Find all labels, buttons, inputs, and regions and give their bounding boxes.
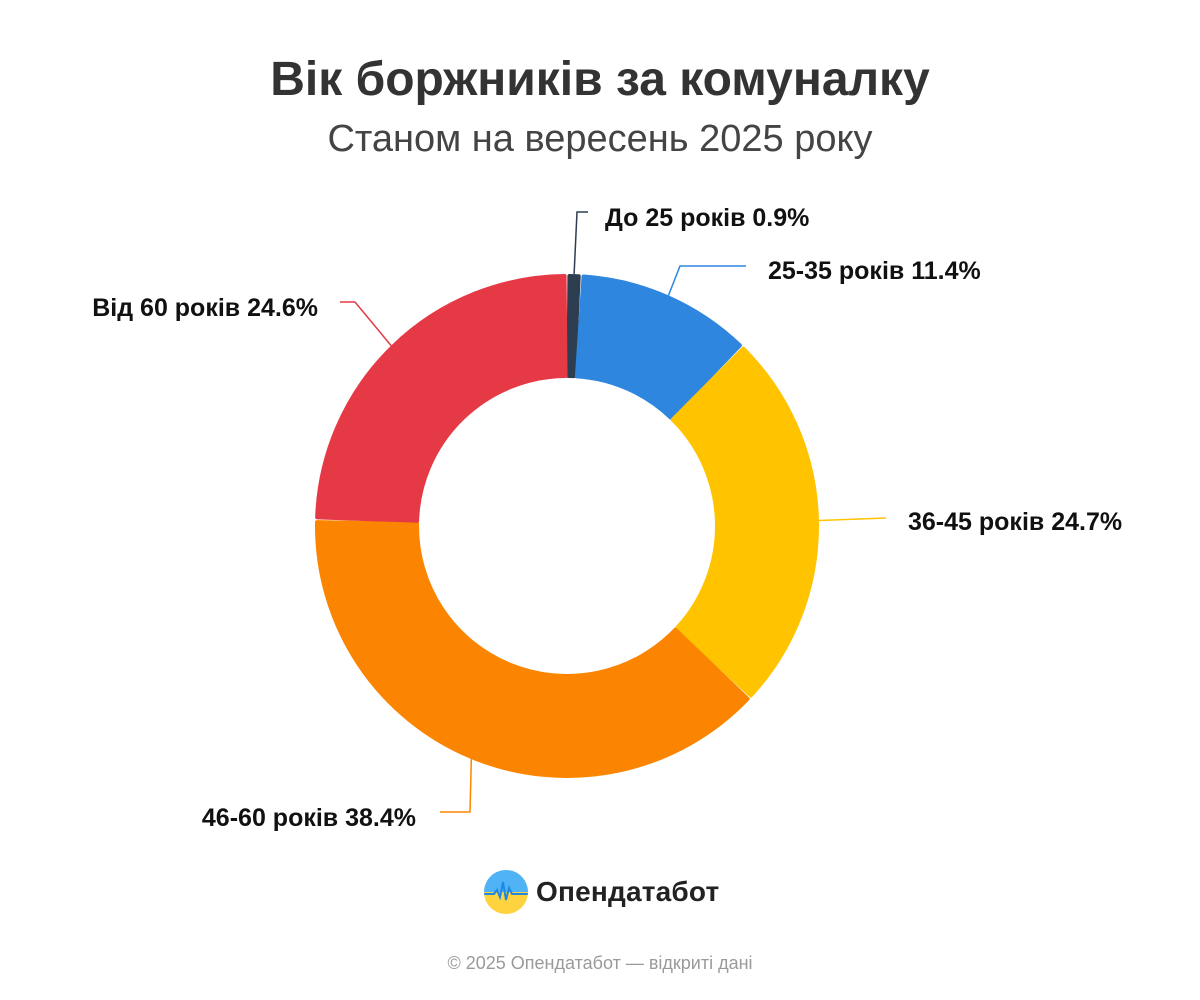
leader-lines	[340, 211, 887, 813]
slice-labels: До 25 років 0.9% 25-35 років 11.4% 36-45 р…	[92, 204, 1122, 832]
footer-copyright: © 2025 Опендатабот — відкриті дані	[447, 953, 753, 973]
leader-line-3	[818, 517, 887, 522]
donut-slice-1	[566, 274, 581, 379]
leader-line-4	[440, 759, 473, 813]
slice-label-2: 25-35 років 11.4%	[768, 257, 981, 285]
opendatabot-logo-icon	[484, 870, 528, 914]
slice-label-5: Від 60 років 24.6%	[92, 294, 318, 322]
leader-line-2	[667, 265, 746, 296]
donut-slice-4	[315, 520, 750, 778]
chart-title: Вік боржників за комуналку	[270, 53, 930, 106]
brand: Опендатабот	[484, 870, 719, 914]
slice-label-4: 46-60 років 38.4%	[202, 804, 416, 832]
donut-slices	[315, 274, 819, 778]
leader-line-5	[340, 301, 392, 347]
leader-line-1	[573, 211, 588, 275]
slice-label-1: До 25 років 0.9%	[605, 204, 809, 232]
chart-subtitle: Станом на вересень 2025 року	[327, 118, 873, 160]
donut-slice-5	[315, 274, 568, 523]
brand-name: Опендатабот	[536, 876, 720, 907]
slice-label-3: 36-45 років 24.7%	[908, 508, 1122, 536]
donut-slice-2	[574, 274, 742, 420]
donut-slice-3	[670, 346, 819, 698]
